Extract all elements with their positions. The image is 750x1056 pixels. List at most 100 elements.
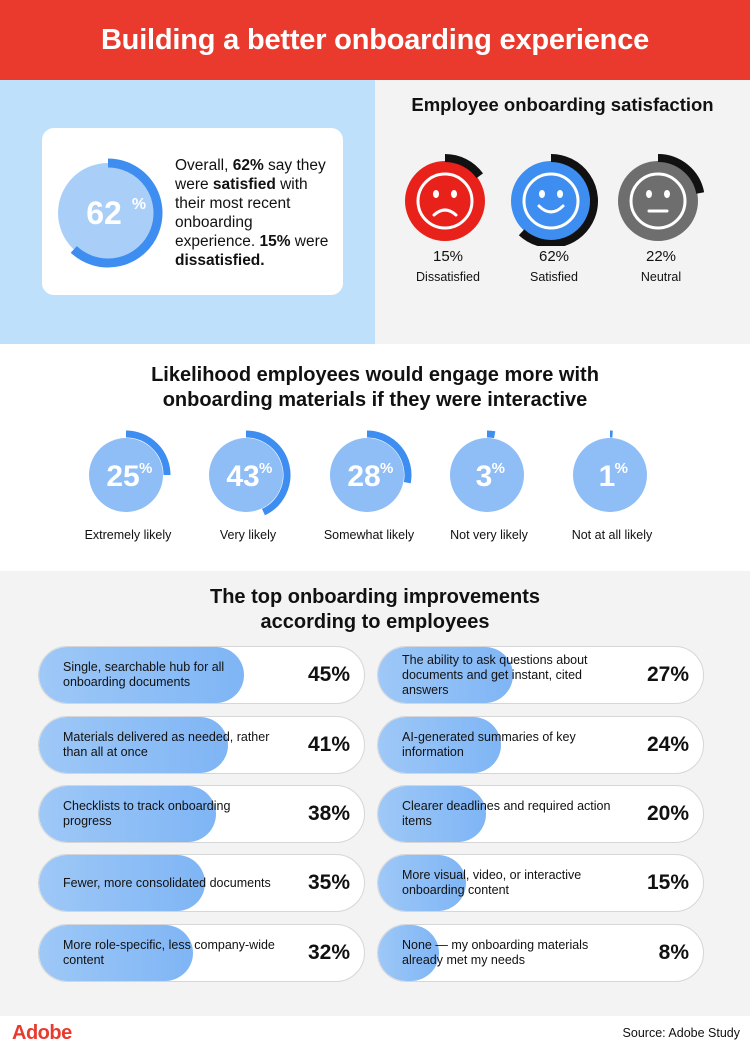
improvement-bar-label: More visual, video, or interactive onboa… <box>402 868 582 897</box>
face-mouth <box>537 204 565 214</box>
improvement-bar: More role-specific, less company-wide co… <box>38 924 365 982</box>
improvement-bar-fill <box>39 786 217 842</box>
summary-text-bold: 62% <box>232 157 264 174</box>
improvement-bar: Checklists to track onboarding progress 3… <box>38 785 365 843</box>
ring-value-label: 43 <box>226 460 259 493</box>
ring-value-arc <box>366 430 412 484</box>
likelihood-ring: 3% <box>450 430 524 512</box>
improvement-bar-fill <box>39 925 194 981</box>
adobe-logo: Adobe <box>12 1022 72 1044</box>
summary-ring-disc <box>58 163 158 263</box>
improvement-bar-label: Checklists to track onboarding progress <box>63 799 231 828</box>
improvements-section: The top onboarding improvements accordin… <box>0 571 750 1016</box>
likelihood-ring: 43% <box>209 430 291 516</box>
summary-text-part: Overall, <box>175 157 233 174</box>
face-value-arc <box>518 154 598 246</box>
face-label: Satisfied <box>530 270 578 284</box>
improvement-bar-label: Clearer deadlines and required action it… <box>402 799 611 828</box>
improvement-bar-value: 41% <box>307 733 350 756</box>
improvement-bar-fill <box>378 717 502 773</box>
improvement-bar: Materials delivered as needed, rather th… <box>38 716 365 774</box>
improvement-bar: None — my onboarding materials already m… <box>377 924 704 982</box>
likelihood-title-line: onboarding materials if they were intera… <box>162 389 588 411</box>
header-banner: Building a better onboarding experience <box>0 0 750 80</box>
ring-unit-label: % <box>615 460 628 477</box>
improvement-bar-value: 8% <box>658 941 689 964</box>
satisfaction-title: Employee onboarding satisfaction <box>411 94 714 115</box>
improvement-bar: Single, searchable hub for all onboardin… <box>38 646 365 704</box>
summary-text: Overall, 62% say they were satisfied wit… <box>175 156 335 270</box>
ring-category-label: Not at all likely <box>571 528 653 542</box>
ring-value-label: 1 <box>599 460 616 493</box>
face-eye <box>451 190 457 198</box>
face-mouth <box>432 208 458 217</box>
summary-panel: 62 % Overall, 62% say they were satisfie… <box>0 80 375 344</box>
improvement-bar: AI-generated summaries of key informatio… <box>377 716 704 774</box>
likelihood-ring: 28% <box>330 430 412 512</box>
improvement-bar-value: 27% <box>646 663 689 686</box>
ring-unit-label: % <box>139 460 152 477</box>
improvement-bar-value: 20% <box>646 802 689 825</box>
satisfaction-panel: Employee onboarding satisfaction 15% Diss… <box>375 80 750 344</box>
improvement-bar-value: 15% <box>646 871 689 894</box>
improvement-bar-fill <box>39 855 205 911</box>
ring-category-label: Not very likely <box>450 528 528 542</box>
footer: Adobe Source: Adobe Study <box>0 1016 750 1056</box>
ring-disc <box>450 438 524 512</box>
improvement-bar-label: AI-generated summaries of key informatio… <box>402 730 576 759</box>
ring-disc <box>89 438 163 512</box>
ring-value-label: 3 <box>476 460 493 493</box>
summary-text-part: with their most recent onboarding experi… <box>175 176 308 250</box>
improvements-title-line: according to employees <box>260 611 490 633</box>
face-eye <box>539 190 545 198</box>
summary-text-part: say they were <box>175 157 326 193</box>
improvement-bar: The ability to ask questions about docum… <box>377 646 704 704</box>
likelihood-ring: 1% <box>573 430 647 512</box>
ring-value-arc <box>486 430 496 439</box>
improvement-bar-fill <box>378 855 467 911</box>
likelihood-title: Likelihood employees would engage more w… <box>0 363 750 413</box>
ring-unit-label: % <box>259 460 272 477</box>
face-pct: 22% <box>645 248 677 265</box>
face-eye <box>664 190 670 198</box>
ring-category-label: Somewhat likely <box>323 528 415 542</box>
improvement-bar-fill <box>39 717 229 773</box>
improvement-bar: Fewer, more consolidated documents 35% <box>38 854 365 912</box>
face-pct: 15% <box>432 248 464 265</box>
summary-text-bold: satisfied <box>212 176 276 193</box>
ring-category-label: Extremely likely <box>84 528 172 542</box>
summary-ring-sign: % <box>132 196 146 213</box>
face-value-arc <box>444 154 484 179</box>
face-outline <box>522 172 580 230</box>
improvement-bar: Clearer deadlines and required action it… <box>377 785 704 843</box>
improvements-title: The top onboarding improvements accordin… <box>0 585 750 635</box>
ring-disc <box>573 438 647 512</box>
improvement-bar-value: 32% <box>307 941 350 964</box>
summary-ring-number: 62 <box>86 195 122 231</box>
improvement-bar-value: 45% <box>307 663 350 686</box>
improvement-bar-label: None — my onboarding materials already m… <box>402 938 589 967</box>
improvements-title-line: The top onboarding improvements <box>209 586 540 608</box>
face-label: Neutral <box>640 270 682 284</box>
ring-value-arc <box>245 430 291 516</box>
face-outline <box>416 172 474 230</box>
face-label: Dissatisfied <box>416 270 480 284</box>
improvement-bar-value: 38% <box>307 802 350 825</box>
ring-value-label: 25 <box>106 460 139 493</box>
ring-unit-label: % <box>492 460 505 477</box>
face-value-arc <box>657 154 705 194</box>
improvement-bar-fill <box>378 925 440 981</box>
ring-disc <box>330 438 404 512</box>
improvement-bar-label: The ability to ask questions about docum… <box>402 652 588 697</box>
summary-card: 62 % Overall, 62% say they were satisfie… <box>42 128 343 295</box>
summary-ring-arc <box>70 158 163 268</box>
likelihood-ring: 25% <box>89 430 171 512</box>
improvement-bar-label: More role-specific, less company-wide co… <box>63 938 275 967</box>
face-eye <box>433 190 439 198</box>
improvement-bar: More visual, video, or interactive onboa… <box>377 854 704 912</box>
improvement-bar-label: Materials delivered as needed, rather th… <box>63 730 270 759</box>
face-neutral-icon <box>618 154 705 241</box>
face-pct: 62% <box>538 248 570 265</box>
face-outline <box>629 172 687 230</box>
ring-value-label: 28 <box>347 460 380 493</box>
